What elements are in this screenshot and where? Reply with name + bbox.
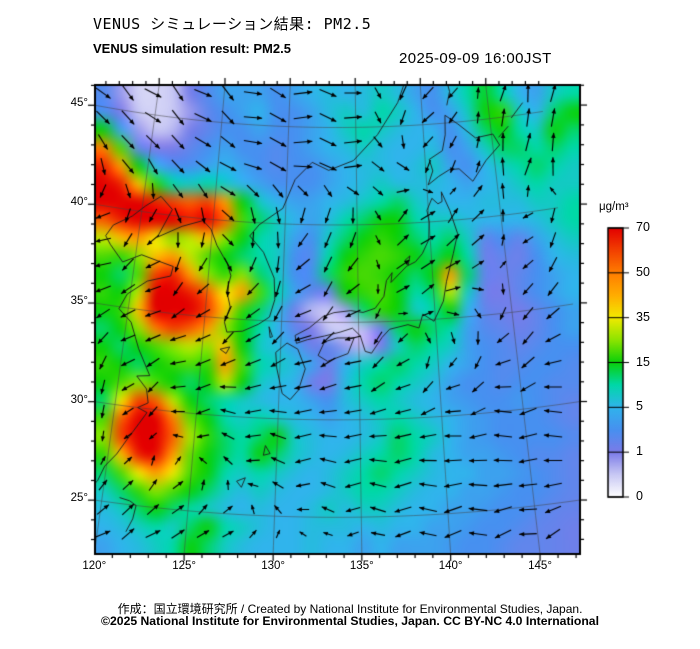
colorbar-tick-label: 5 (636, 399, 643, 414)
longitude-tick-label: 130° (261, 560, 286, 572)
license-line: ©2025 National Institute for Environment… (101, 614, 599, 628)
page-title-japanese: VENUS シミュレーション結果: PM2.5 (93, 15, 372, 33)
latitude-tick-label: 35° (70, 295, 88, 308)
longitude-tick-label: 120° (82, 560, 107, 572)
page-title-english: VENUS simulation result: PM2.5 (93, 41, 291, 56)
credit-line: 作成：国立環境研究所 / Created by National Institu… (117, 602, 583, 616)
colorbar-tick-label: 50 (636, 264, 650, 279)
colorbar-tick-label: 35 (636, 309, 650, 324)
forecast-datetime: 2025-09-09 16:00JST (399, 50, 552, 67)
colorbar-tick-label: 0 (636, 489, 643, 503)
longitude-tick-label: 125° (172, 560, 196, 572)
latitude-tick-label: 45° (70, 97, 88, 110)
latitude-tick-label: 25° (70, 492, 88, 505)
colorbar-tick-label: 1 (636, 444, 643, 459)
longitude-tick-label: 140° (438, 560, 463, 572)
longitude-tick-label: 145° (528, 560, 552, 572)
latitude-tick-label: 40° (70, 196, 88, 209)
longitude-tick-label: 135° (349, 560, 374, 572)
colorbar-tick-label: 70 (636, 220, 650, 234)
latitude-tick-label: 30° (70, 393, 88, 406)
colorbar-unit-label: μg/m³ (599, 201, 629, 213)
colorbar-tick-label: 15 (636, 354, 650, 369)
